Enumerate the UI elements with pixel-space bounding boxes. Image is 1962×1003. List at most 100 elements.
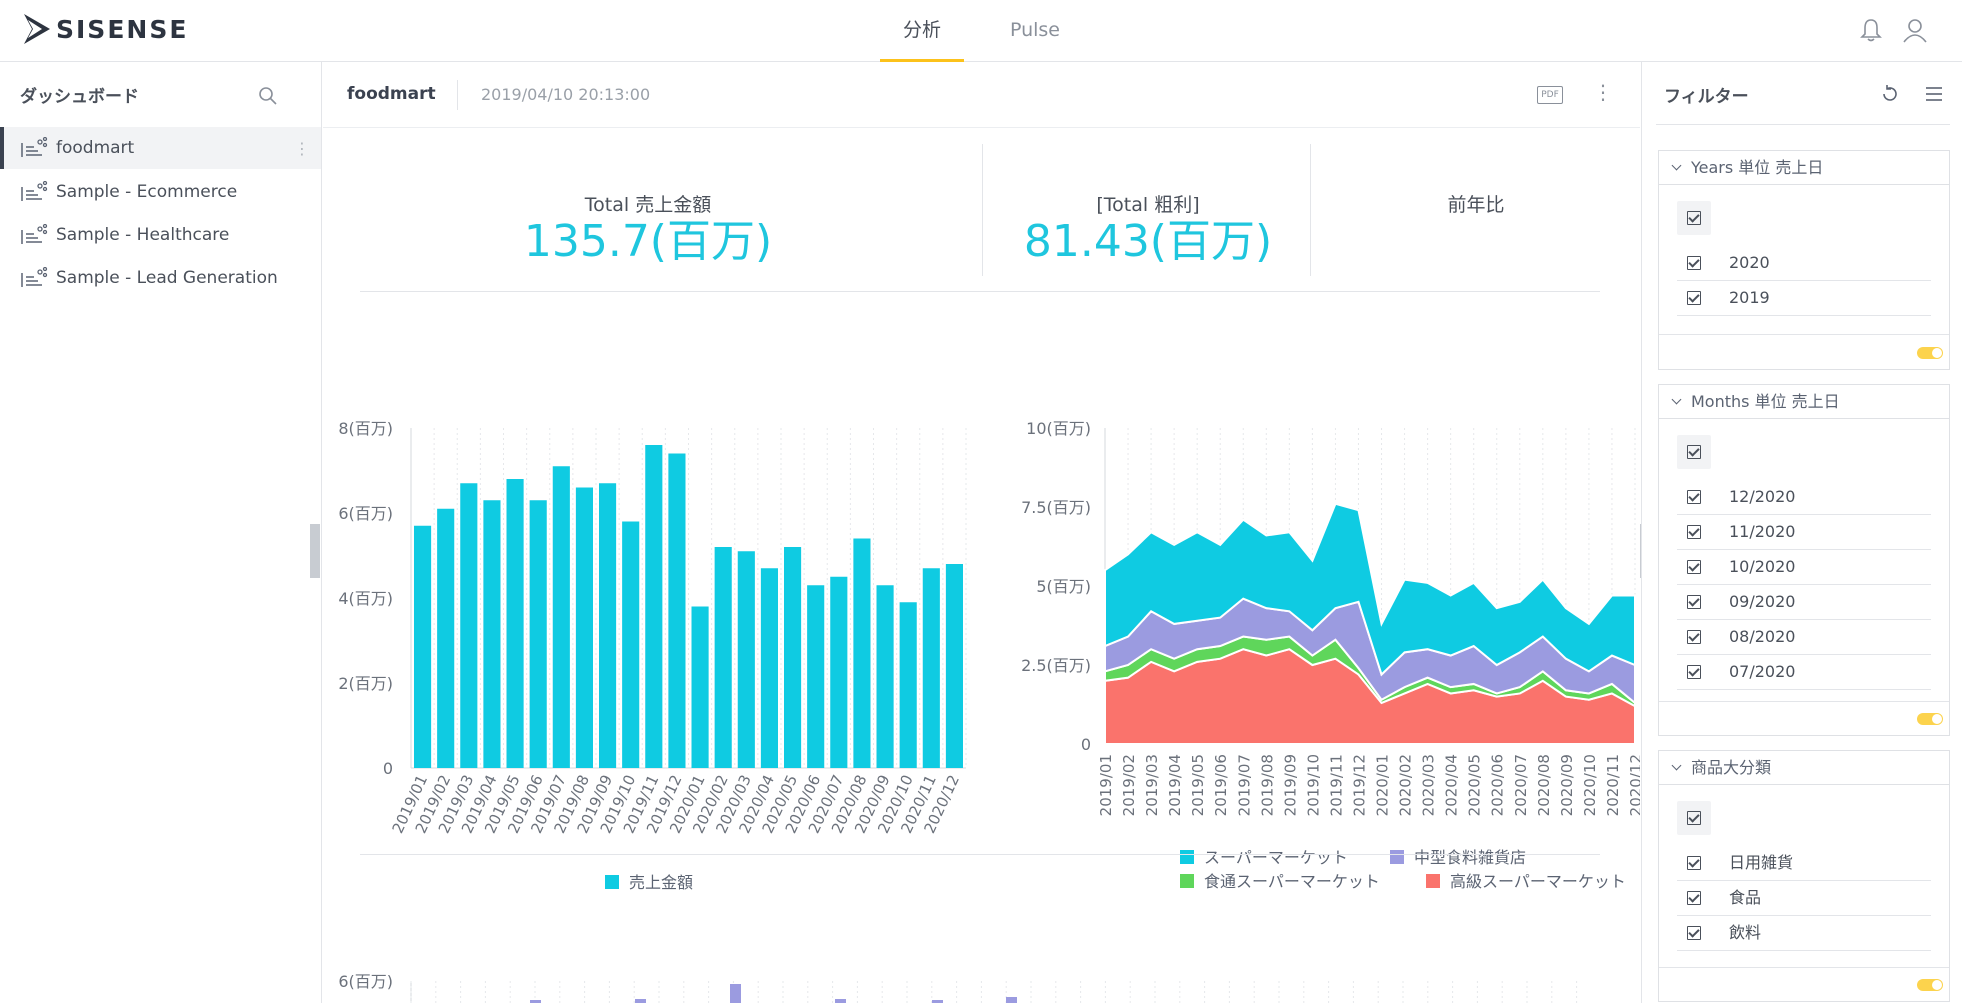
checkbox[interactable] [1687, 630, 1701, 644]
filter-option-08-2020[interactable]: 08/2020 [1677, 620, 1931, 655]
top-bar: SISENSE 分析 Pulse [0, 0, 1962, 63]
x-tick-label: 2020/12 [1627, 754, 1640, 816]
bar [635, 999, 646, 1003]
pdf-export-button[interactable]: PDF [1537, 86, 1563, 104]
x-tick-label: 2019/08 [1258, 754, 1276, 816]
x-tick-label: 2020/05 [1466, 754, 1484, 816]
kpi-divider [982, 144, 983, 276]
filter-header[interactable]: 商品大分類 [1659, 751, 1949, 785]
filter-option-daily-goods[interactable]: 日用雑貨 [1677, 846, 1931, 881]
select-all-checkbox[interactable] [1677, 435, 1711, 469]
sidebar-item-foodmart[interactable]: foodmart ⋮ [0, 127, 321, 169]
search-icon[interactable] [258, 86, 278, 106]
legend-swatch [1426, 874, 1440, 888]
checkbox[interactable] [1687, 856, 1701, 870]
bar [830, 576, 848, 768]
x-tick-label: 2019/11 [1327, 754, 1345, 816]
filter-option-beverage[interactable]: 飲料 [1677, 916, 1931, 951]
filter-option-12-2020[interactable]: 12/2020 [1677, 480, 1931, 515]
sidebar-item-label: foodmart [56, 138, 135, 158]
select-all-checkbox[interactable] [1677, 801, 1711, 835]
kpi-total-sales[interactable]: Total 売上金額 135.7(百万) [393, 142, 903, 277]
bar [922, 568, 940, 768]
x-tick-label: 2019/03 [1143, 754, 1161, 816]
filter-toggle[interactable] [1917, 347, 1943, 359]
bar [529, 500, 547, 768]
filter-option-2020[interactable]: 2020 [1677, 246, 1931, 281]
header-divider [457, 80, 458, 110]
x-tick-label: 2020/09 [1558, 754, 1576, 816]
x-tick-label: 2020/11 [1604, 754, 1622, 816]
more-options-icon[interactable]: ⋮ [1593, 80, 1613, 104]
filter-title: フィルター [1664, 87, 1749, 107]
sales-stacked-area-chart[interactable]: 0 2.5(百万) 5(百万) 7.5(百万) 10(百万) 2019/01 2019/02… [983, 342, 1640, 912]
sidebar-item-label: Sample - Healthcare [56, 225, 230, 245]
section-divider [360, 854, 1600, 855]
tab-pulse[interactable]: Pulse [1009, 19, 1061, 41]
select-all-checkbox[interactable] [1677, 201, 1711, 235]
user-icon[interactable] [1901, 16, 1929, 44]
checkbox[interactable] [1687, 525, 1701, 539]
dashboard-icon [21, 181, 48, 201]
y-tick-label: 0 [383, 759, 393, 778]
checkbox[interactable] [1687, 560, 1701, 574]
dashboard-icon [21, 224, 48, 244]
bar [437, 508, 455, 768]
item-more-icon[interactable]: ⋮ [294, 138, 310, 158]
bar [807, 585, 825, 768]
sidebar-item-lead-generation[interactable]: Sample - Lead Generation [0, 257, 321, 299]
filter-option-10-2020[interactable]: 10/2020 [1677, 550, 1931, 585]
sidebar-item-ecommerce[interactable]: Sample - Ecommerce [0, 171, 321, 213]
sidebar-item-healthcare[interactable]: Sample - Healthcare [0, 214, 321, 256]
sisense-logo[interactable]: SISENSE [24, 14, 188, 44]
sales-bar-chart[interactable]: 02(百万)4(百万)6(百万)8(百万)2019/012019/022019/… [323, 342, 983, 912]
reset-icon[interactable] [1880, 84, 1900, 104]
x-tick-label: 2020/08 [1535, 754, 1553, 816]
tab-analysis[interactable]: 分析 [880, 0, 964, 63]
filter-header[interactable]: Years 単位 売上日 [1659, 151, 1949, 185]
bell-icon[interactable] [1857, 16, 1885, 44]
third-chart[interactable]: 6(百万) [323, 967, 1640, 1003]
filter-months: Months 単位 売上日 12/2020 11/2020 10/2020 09… [1658, 384, 1950, 736]
filter-option-2019[interactable]: 2019 [1677, 281, 1931, 316]
filter-option-07-2020[interactable]: 07/2020 [1677, 655, 1931, 690]
bar [945, 564, 963, 768]
checkbox[interactable] [1687, 291, 1701, 305]
area-series [1104, 502, 1636, 677]
x-tick-label: 2019/12 [1350, 754, 1368, 816]
bar [691, 606, 709, 768]
kpi-total-profit[interactable]: [Total 粗利] 81.43(百万) [983, 142, 1313, 277]
dashboard-icon [21, 267, 48, 287]
bar [506, 479, 524, 768]
bar [714, 547, 732, 768]
kpi-divider [1310, 144, 1311, 276]
bar [599, 483, 617, 768]
x-tick-label: 2020/02 [1397, 754, 1415, 816]
x-tick-label: 2020/04 [1443, 754, 1461, 816]
filter-header[interactable]: Months 単位 売上日 [1659, 385, 1949, 419]
y-tick-label: 6(百万) [338, 504, 393, 523]
filter-option-09-2020[interactable]: 09/2020 [1677, 585, 1931, 620]
checkbox[interactable] [1687, 926, 1701, 940]
kpi-yoy[interactable]: 前年比 [1311, 142, 1641, 277]
y-tick-label: 7.5(百万) [1021, 498, 1091, 517]
left-collapse-handle[interactable] [310, 524, 320, 578]
y-tick-label: 0 [1081, 735, 1091, 754]
checkbox[interactable] [1687, 490, 1701, 504]
sisense-logo-icon [24, 14, 50, 44]
checkbox[interactable] [1687, 891, 1701, 905]
checkbox[interactable] [1687, 595, 1701, 609]
legend-label: スーパーマーケット [1204, 848, 1348, 867]
x-tick-label: 2019/02 [1120, 754, 1138, 816]
filter-toggle[interactable] [1917, 979, 1943, 991]
checkbox[interactable] [1687, 665, 1701, 679]
logo-text: SISENSE [56, 14, 189, 44]
filter-option-food[interactable]: 食品 [1677, 881, 1931, 916]
menu-icon[interactable] [1925, 86, 1943, 102]
checkbox[interactable] [1687, 256, 1701, 270]
filter-option-11-2020[interactable]: 11/2020 [1677, 515, 1931, 550]
filter-toggle[interactable] [1917, 713, 1943, 725]
x-tick-label: 2019/05 [1189, 754, 1207, 816]
y-tick-label: 8(百万) [338, 419, 393, 438]
x-tick-label: 2020/03 [1420, 754, 1438, 816]
